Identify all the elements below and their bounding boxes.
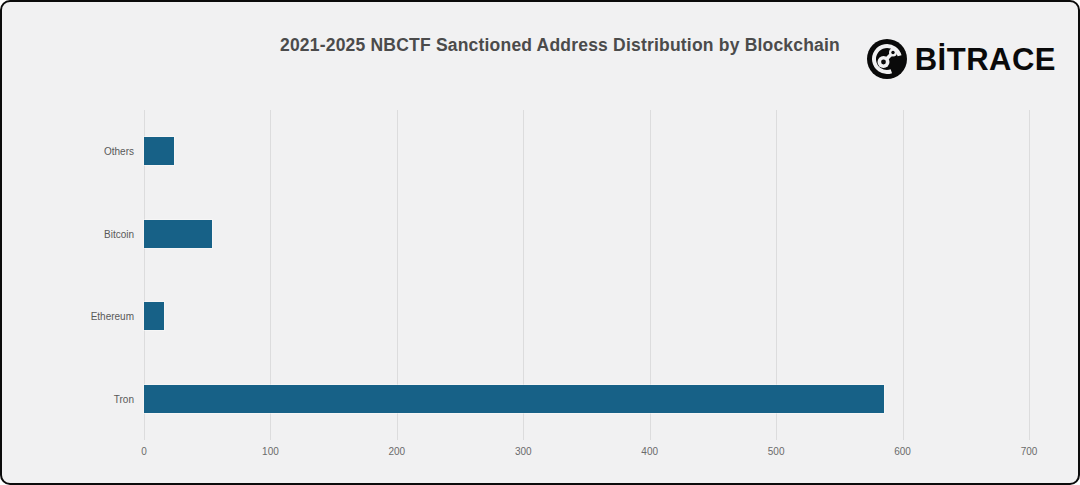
- bitrace-brand-text: BİTRACE: [915, 44, 1056, 75]
- x-axis: 0100200300400500600700: [144, 446, 1050, 462]
- bar-others: [144, 137, 174, 165]
- y-label-bitcoin: Bitcoin: [12, 228, 134, 239]
- y-label-tron: Tron: [12, 393, 134, 404]
- x-tick-label-100: 100: [240, 446, 300, 457]
- bitrace-logo: BİTRACE: [866, 38, 1056, 80]
- bitrace-logo-icon: [866, 38, 908, 80]
- gridline-x-700: [1029, 110, 1030, 440]
- y-label-others: Others: [12, 146, 134, 157]
- x-tick-label-0: 0: [114, 446, 174, 457]
- bar-ethereum: [144, 302, 164, 330]
- x-tick-label-600: 600: [873, 446, 933, 457]
- y-label-ethereum: Ethereum: [12, 311, 134, 322]
- x-tick-label-700: 700: [999, 446, 1059, 457]
- x-tick-label-500: 500: [746, 446, 806, 457]
- chart-card: 2021-2025 NBCTF Sanctioned Address Distr…: [0, 0, 1080, 485]
- bar-bitcoin: [144, 220, 212, 248]
- x-tick-label-200: 200: [367, 446, 427, 457]
- x-tick-label-300: 300: [493, 446, 553, 457]
- x-tick-label-400: 400: [620, 446, 680, 457]
- plot-area: OthersBitcoinEthereumTron: [144, 110, 1050, 440]
- gridline-x-600: [903, 110, 904, 440]
- bar-tron: [144, 385, 884, 413]
